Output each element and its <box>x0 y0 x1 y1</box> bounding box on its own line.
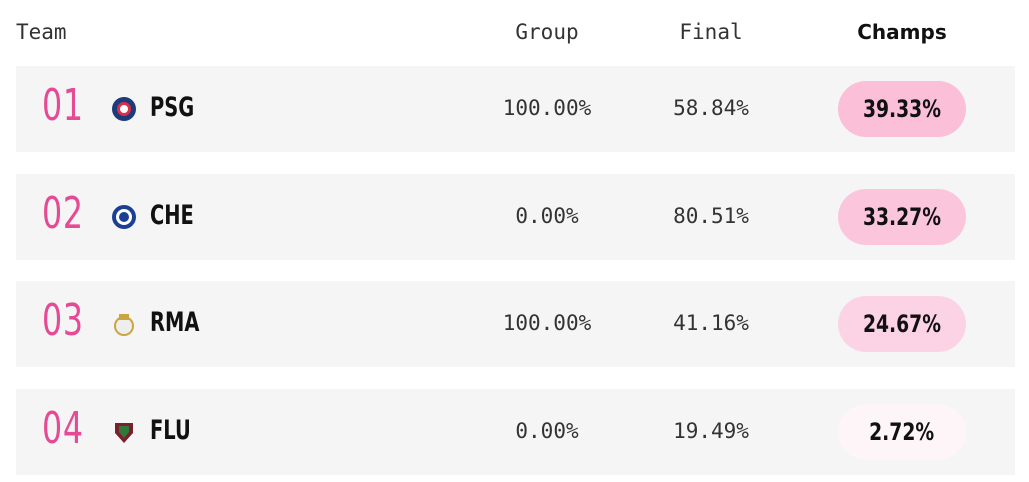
rank: 02 <box>42 188 84 239</box>
header-group: Group <box>515 20 579 44</box>
team-name: RMA <box>150 307 200 338</box>
logo-graphic <box>112 97 136 121</box>
rank: 04 <box>42 403 84 454</box>
champs-pct: 39.33% <box>863 95 941 123</box>
header-final: Final <box>679 20 743 44</box>
champs-pct: 24.67% <box>863 310 941 338</box>
champs-pill: 33.27% <box>838 189 966 245</box>
final-pct: 41.16% <box>673 311 749 335</box>
group-pct: 100.00% <box>502 96 592 120</box>
final-pct: 58.84% <box>673 96 749 120</box>
champs-pill: 24.67% <box>838 296 966 352</box>
group-pct: 0.00% <box>515 204 579 228</box>
header-team: Team <box>16 20 67 44</box>
logo-graphic <box>112 205 136 229</box>
team-name: CHE <box>150 200 194 231</box>
table-row: 03 RMA 100.00% 41.16% 24.67% <box>16 281 1015 367</box>
table-row: 01 PSG 100.00% 58.84% 39.33% <box>16 66 1015 152</box>
table-row: 02 CHE 0.00% 80.51% 33.27% <box>16 174 1015 260</box>
final-pct: 80.51% <box>673 204 749 228</box>
team-name: PSG <box>150 92 195 123</box>
champs-pct: 2.72% <box>869 418 935 446</box>
final-pct: 19.49% <box>673 419 749 443</box>
champs-pill: 2.72% <box>838 404 966 460</box>
team-logo <box>111 419 137 445</box>
group-pct: 100.00% <box>502 311 592 335</box>
team-logo <box>111 96 137 122</box>
header-champs: Champs <box>857 20 947 44</box>
champs-pct: 33.27% <box>863 203 941 231</box>
team-logo <box>111 311 137 337</box>
logo-graphic <box>115 423 133 443</box>
table-row: 04 FLU 0.00% 19.49% 2.72% <box>16 389 1015 475</box>
rank: 01 <box>42 80 84 131</box>
team-name: FLU <box>150 415 191 446</box>
logo-graphic <box>114 314 134 336</box>
group-pct: 0.00% <box>515 419 579 443</box>
rank: 03 <box>42 295 84 346</box>
team-logo <box>111 204 137 230</box>
champs-pill: 39.33% <box>838 81 966 137</box>
